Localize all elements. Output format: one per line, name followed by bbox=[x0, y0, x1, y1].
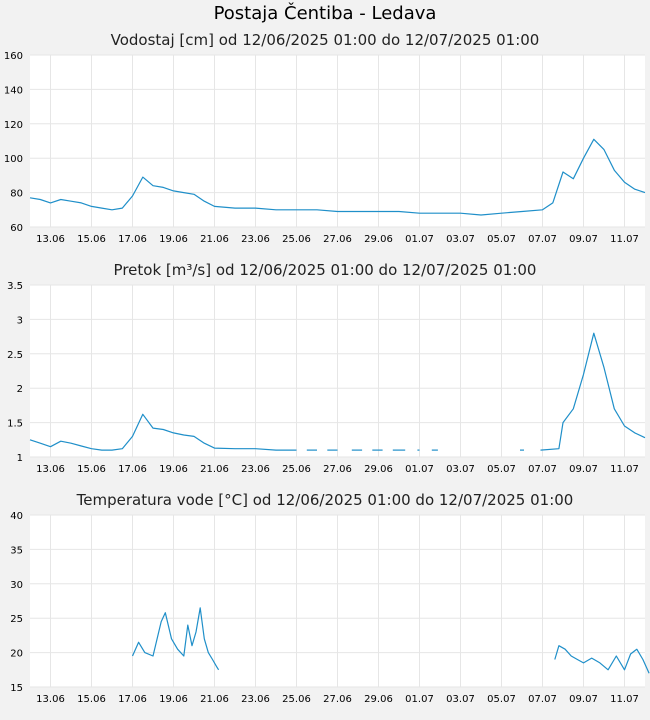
x-tick-label: 27.06 bbox=[323, 464, 352, 475]
x-tick-label: 29.06 bbox=[364, 234, 393, 245]
x-tick-label: 25.06 bbox=[282, 234, 311, 245]
x-tick-label: 03.07 bbox=[446, 234, 475, 245]
x-tick-label: 09.07 bbox=[569, 464, 598, 475]
y-tick-label: 120 bbox=[4, 120, 23, 131]
x-tick-label: 29.06 bbox=[364, 464, 393, 475]
x-tick-label: 17.06 bbox=[118, 464, 147, 475]
y-tick-label: 60 bbox=[10, 223, 23, 234]
x-tick-label: 21.06 bbox=[200, 234, 229, 245]
x-tick-label: 09.07 bbox=[569, 694, 598, 705]
x-tick-label: 15.06 bbox=[77, 694, 106, 705]
x-tick-label: 23.06 bbox=[241, 694, 270, 705]
y-tick-label: 20 bbox=[10, 649, 23, 660]
x-tick-label: 01.07 bbox=[405, 234, 434, 245]
x-tick-label: 29.06 bbox=[364, 694, 393, 705]
y-tick-label: 160 bbox=[4, 51, 23, 62]
x-tick-label: 27.06 bbox=[323, 234, 352, 245]
y-tick-label: 80 bbox=[10, 189, 23, 200]
x-tick-label: 05.07 bbox=[487, 464, 516, 475]
x-tick-label: 25.06 bbox=[282, 694, 311, 705]
x-tick-label: 19.06 bbox=[159, 234, 188, 245]
y-tick-label: 2.5 bbox=[7, 350, 23, 361]
y-tick-label: 2 bbox=[17, 384, 23, 395]
y-tick-label: 30 bbox=[10, 580, 23, 591]
chart-water-level: 60 80 100 120 140 160 13.06 15.06 17.06 19.06 21.0… bbox=[4, 51, 646, 245]
x-tick-label: 03.07 bbox=[446, 464, 475, 475]
x-tick-label: 05.07 bbox=[487, 234, 516, 245]
y-tick-label: 3 bbox=[17, 315, 23, 326]
chart-water-temperature: 15 20 25 30 35 40 13.06 15.06 17.06 19.06 21.06 23.… bbox=[10, 511, 650, 705]
y-tick-label: 35 bbox=[10, 545, 23, 556]
y-tick-label: 100 bbox=[4, 154, 23, 165]
x-tick-label: 15.06 bbox=[77, 234, 106, 245]
x-tick-label: 11.07 bbox=[610, 694, 639, 705]
x-tick-label: 23.06 bbox=[241, 234, 270, 245]
x-tick-label: 07.07 bbox=[528, 694, 557, 705]
x-tick-label: 17.06 bbox=[118, 234, 147, 245]
x-tick-label: 17.06 bbox=[118, 694, 147, 705]
x-tick-label: 13.06 bbox=[36, 234, 65, 245]
y-tick-label: 140 bbox=[4, 85, 23, 96]
x-tick-label: 09.07 bbox=[569, 234, 598, 245]
series-line bbox=[554, 645, 650, 674]
x-tick-label: 13.06 bbox=[36, 464, 65, 475]
x-tick-label: 01.07 bbox=[405, 694, 434, 705]
x-tick-label: 13.06 bbox=[36, 694, 65, 705]
chart-title-water-temperature: Temperatura vode [°C] od 12/06/2025 01:0… bbox=[76, 491, 574, 509]
series-line bbox=[29, 138, 646, 216]
x-tick-label: 27.06 bbox=[323, 694, 352, 705]
page-title: Postaja Čentiba - Ledava bbox=[213, 3, 437, 24]
y-tick-label: 40 bbox=[10, 511, 23, 522]
y-tick-label: 15 bbox=[10, 683, 23, 694]
x-tick-label: 15.06 bbox=[77, 464, 106, 475]
x-tick-label: 19.06 bbox=[159, 694, 188, 705]
series-line bbox=[29, 413, 297, 451]
x-tick-label: 07.07 bbox=[528, 464, 557, 475]
x-tick-label: 25.06 bbox=[282, 464, 311, 475]
x-tick-label: 03.07 bbox=[446, 694, 475, 705]
y-tick-label: 25 bbox=[10, 614, 23, 625]
chart-discharge: 1 1.5 2 2.5 3 3.5 13.06 15.06 17.06 19.06 21.06 23.… bbox=[7, 281, 646, 475]
series-line bbox=[540, 332, 646, 451]
x-tick-label: 21.06 bbox=[200, 694, 229, 705]
series-line bbox=[131, 607, 220, 671]
y-tick-label: 1 bbox=[17, 453, 23, 464]
x-tick-label: 11.07 bbox=[610, 464, 639, 475]
chart-title-water-level: Vodostaj [cm] od 12/06/2025 01:00 do 12/… bbox=[110, 31, 540, 49]
y-tick-label: 3.5 bbox=[7, 281, 23, 292]
x-tick-label: 23.06 bbox=[241, 464, 270, 475]
x-tick-label: 11.07 bbox=[610, 234, 639, 245]
chart-title-discharge: Pretok [m³/s] od 12/06/2025 01:00 do 12/… bbox=[113, 261, 537, 279]
x-tick-label: 05.07 bbox=[487, 694, 516, 705]
x-tick-label: 07.07 bbox=[528, 234, 557, 245]
x-tick-label: 21.06 bbox=[200, 464, 229, 475]
x-tick-label: 01.07 bbox=[405, 464, 434, 475]
x-tick-label: 19.06 bbox=[159, 464, 188, 475]
y-tick-label: 1.5 bbox=[7, 419, 23, 430]
